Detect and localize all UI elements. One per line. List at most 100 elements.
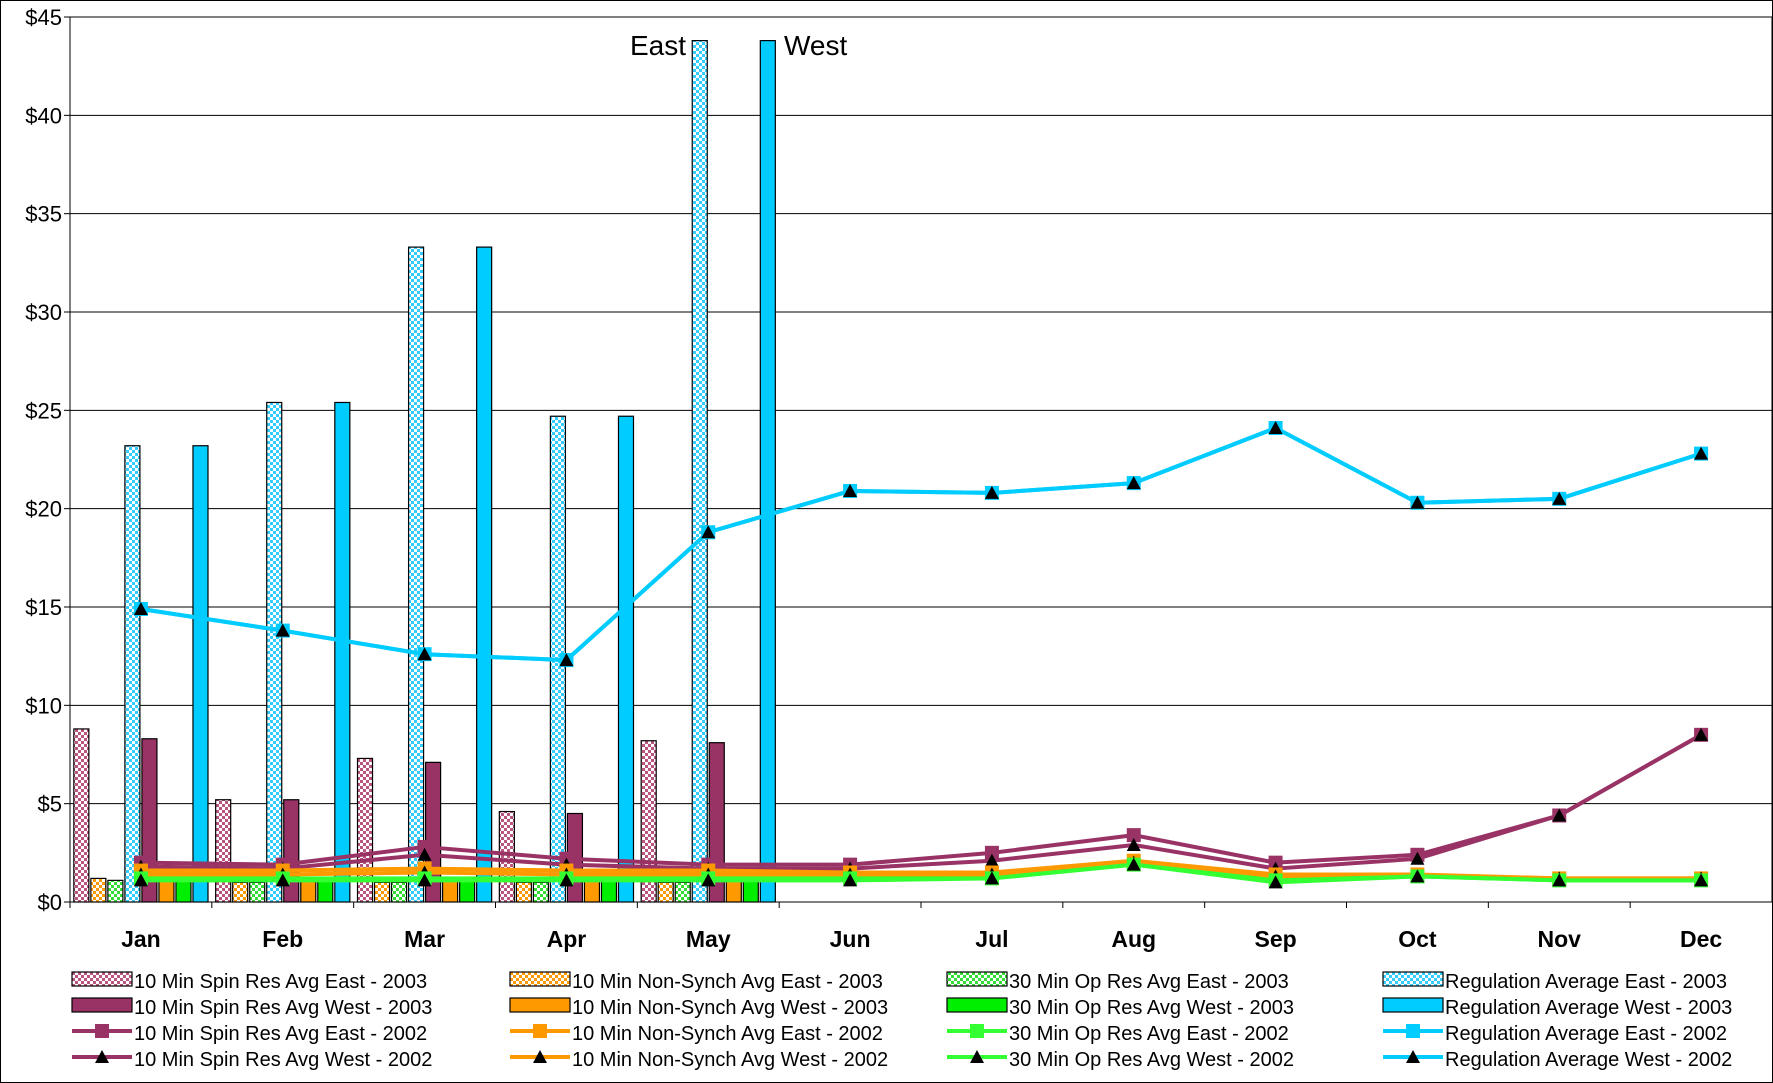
x-tick-label: Aug xyxy=(1111,926,1156,952)
bar xyxy=(532,881,549,903)
marker-triangle xyxy=(1126,837,1141,851)
legend-swatch xyxy=(509,997,571,1013)
marker-triangle xyxy=(559,873,574,887)
x-tick-label: Jan xyxy=(121,926,161,952)
series-line xyxy=(140,426,1702,663)
legend-label: 10 Min Non-Synch Avg East - 2002 xyxy=(572,1023,883,1045)
x-tick-label: Oct xyxy=(1398,926,1437,952)
marker-triangle xyxy=(984,853,999,867)
marker-triangle xyxy=(1268,421,1283,435)
bar xyxy=(515,881,532,903)
legend-label: 30 Min Op Res Avg East - 2003 xyxy=(1009,971,1289,993)
legend-label: 10 Min Spin Res Avg West - 2003 xyxy=(134,997,432,1019)
marker-square xyxy=(984,845,999,860)
bar xyxy=(232,881,249,903)
x-tick-label: Apr xyxy=(547,926,587,952)
bar xyxy=(674,881,691,903)
bar xyxy=(215,799,232,903)
bar xyxy=(356,757,374,903)
y-tick-label: $0 xyxy=(38,890,62,915)
marker-triangle xyxy=(843,483,858,497)
marker-triangle xyxy=(1126,476,1141,490)
annotation-west: West xyxy=(784,30,847,61)
marker-triangle xyxy=(1552,808,1567,822)
marker-square xyxy=(417,839,432,854)
legend-label: 10 Min Non-Synch Avg West - 2002 xyxy=(572,1049,888,1071)
legend-swatch xyxy=(946,971,1008,987)
x-tick-label: Sep xyxy=(1254,926,1296,952)
bar xyxy=(498,810,515,903)
x-tick-label: Mar xyxy=(404,926,445,952)
legend-label: Regulation Average West - 2003 xyxy=(1445,997,1732,1019)
legend-label: Regulation Average West - 2002 xyxy=(1445,1049,1732,1071)
legend-label: 30 Min Op Res Avg West - 2003 xyxy=(1009,997,1294,1019)
legend-label: 10 Min Non-Synch Avg West - 2003 xyxy=(572,997,888,1019)
y-tick-label: $15 xyxy=(25,595,62,620)
marker-triangle xyxy=(1410,869,1425,883)
bar xyxy=(283,799,300,903)
marker-triangle xyxy=(1552,491,1567,505)
bar xyxy=(192,445,209,903)
legend-marker xyxy=(95,1024,109,1038)
bar xyxy=(476,246,493,903)
x-tick-label: Nov xyxy=(1538,926,1582,952)
x-tick-label: Dec xyxy=(1680,926,1722,952)
marker-triangle xyxy=(701,525,716,539)
x-tick-label: Jun xyxy=(830,926,871,952)
marker-triangle xyxy=(1552,873,1567,887)
marker-triangle xyxy=(275,623,290,637)
legend-marker xyxy=(95,1050,109,1063)
grid-lines xyxy=(70,114,1772,805)
marker-triangle xyxy=(417,647,432,661)
bar xyxy=(73,728,90,903)
series-line xyxy=(140,862,1702,885)
marker-triangle xyxy=(559,653,574,667)
legend-label: 10 Min Spin Res Avg West - 2002 xyxy=(134,1049,432,1071)
y-tick-label: $45 xyxy=(25,5,62,30)
marker-triangle xyxy=(1126,857,1141,871)
x-tick-label: Feb xyxy=(262,926,303,952)
legend-swatch xyxy=(509,971,571,987)
marker-triangle xyxy=(1694,727,1709,741)
marker-triangle xyxy=(701,873,716,887)
bar xyxy=(373,881,391,903)
bar xyxy=(407,246,425,903)
marker-triangle xyxy=(275,873,290,887)
y-tick-label: $25 xyxy=(25,398,62,423)
marker-triangle xyxy=(1694,873,1709,887)
bar xyxy=(390,881,408,903)
bar xyxy=(90,877,107,903)
bar xyxy=(617,415,635,903)
legend-label: 30 Min Op Res Avg East - 2002 xyxy=(1009,1023,1289,1045)
marker-triangle xyxy=(843,873,858,887)
marker-triangle xyxy=(1694,446,1709,460)
legend-label: 10 Min Non-Synch Avg East - 2003 xyxy=(572,971,883,993)
annotation-east: East xyxy=(630,30,686,61)
bar xyxy=(124,445,141,903)
legend-swatch xyxy=(1382,971,1444,987)
legend-swatch xyxy=(71,971,133,987)
marker-triangle xyxy=(417,873,432,887)
marker-triangle xyxy=(1410,495,1425,509)
y-axis: $0 $5 $10 $15 $20 $25 $30 $35 $40 $45 xyxy=(25,5,70,915)
marker-triangle xyxy=(133,601,148,615)
y-tick-label: $30 xyxy=(25,300,62,325)
bar xyxy=(249,881,266,903)
bar xyxy=(107,879,124,903)
legend-marker xyxy=(1406,1050,1420,1063)
bar xyxy=(657,881,674,903)
y-tick-label: $10 xyxy=(25,693,62,718)
legend-marker xyxy=(1406,1024,1420,1038)
series-line xyxy=(140,733,1703,867)
y-tick-label: $40 xyxy=(25,103,62,128)
marker-triangle xyxy=(984,871,999,885)
legend-marker xyxy=(533,1050,547,1063)
marker-triangle xyxy=(133,873,148,887)
legend-label: 10 Min Spin Res Avg East - 2003 xyxy=(134,971,427,993)
y-tick-label: $20 xyxy=(25,497,62,522)
legend-swatch xyxy=(71,997,133,1013)
x-tick-label: Jul xyxy=(975,926,1008,952)
bar xyxy=(334,401,351,903)
marker-triangle xyxy=(1410,851,1425,865)
